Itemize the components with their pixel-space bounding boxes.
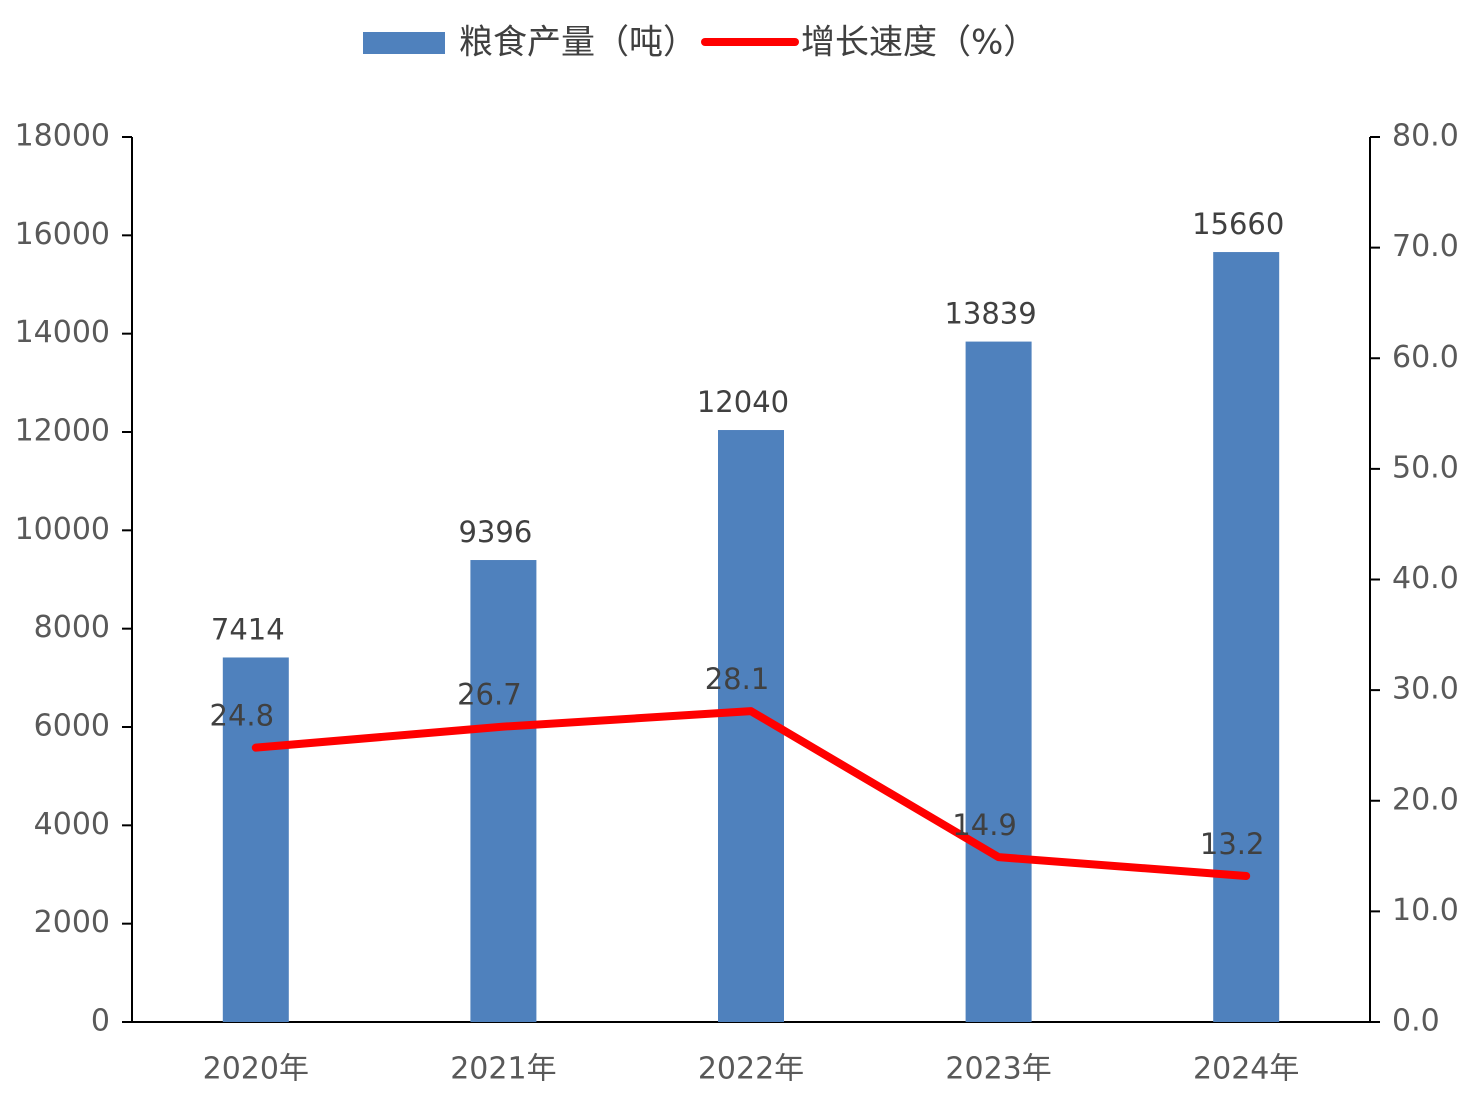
y2-tick-label: 70.0 — [1392, 229, 1459, 264]
y2-tick-label: 50.0 — [1392, 450, 1459, 485]
data-label: 12040 — [697, 385, 789, 419]
x-tick-label: 2023年 — [945, 1052, 1051, 1087]
y-tick-label: 18000 — [15, 119, 110, 154]
y2-tick-label: 80.0 — [1392, 119, 1459, 154]
data-label: 24.8 — [210, 699, 275, 733]
bar — [222, 657, 289, 1022]
y-tick-label: 0 — [91, 1004, 110, 1039]
data-label: 7414 — [211, 612, 285, 646]
y-tick-label: 10000 — [15, 512, 110, 547]
y2-tick-label: 0.0 — [1392, 1004, 1440, 1039]
bar — [1213, 252, 1280, 1023]
legend-label: 增长速度（%） — [801, 23, 1037, 63]
data-label: 9396 — [458, 515, 532, 549]
bar — [470, 560, 537, 1022]
data-label: 13.2 — [1200, 827, 1265, 861]
y2-tick-label: 40.0 — [1392, 561, 1459, 596]
data-label: 28.1 — [705, 662, 770, 696]
y2-tick-label: 30.0 — [1392, 672, 1459, 707]
x-tick-label: 2020年 — [203, 1052, 309, 1087]
y-tick-label: 2000 — [34, 905, 110, 940]
bar — [965, 341, 1032, 1022]
legend-label: 粮食产量（吨） — [459, 23, 697, 63]
x-tick-label: 2022年 — [698, 1052, 804, 1087]
y-tick-label: 16000 — [15, 217, 110, 252]
y-tick-label: 6000 — [34, 709, 110, 744]
data-label: 15660 — [1192, 207, 1284, 241]
data-label: 26.7 — [457, 678, 522, 712]
y-tick-label: 14000 — [15, 315, 110, 350]
data-label: 13839 — [944, 297, 1036, 331]
y2-tick-label: 20.0 — [1392, 782, 1459, 817]
line — [251, 707, 1251, 880]
y2-tick-label: 10.0 — [1392, 893, 1459, 928]
x-tick-label: 2024年 — [1193, 1052, 1299, 1087]
y-tick-label: 8000 — [34, 610, 110, 645]
legend-swatch — [363, 32, 445, 54]
data-label: 14.9 — [952, 808, 1017, 842]
y-tick-label: 12000 — [15, 414, 110, 449]
x-tick-label: 2021年 — [450, 1052, 556, 1087]
y-tick-label: 4000 — [34, 807, 110, 842]
y2-tick-label: 60.0 — [1392, 340, 1459, 375]
